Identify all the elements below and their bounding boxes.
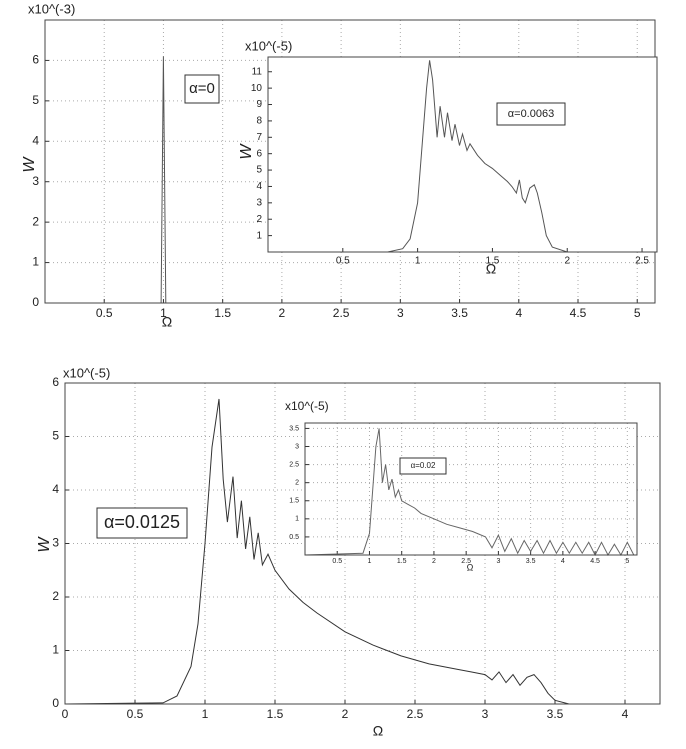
- annotation-box: [399, 457, 447, 475]
- y-tick-label: 1: [295, 516, 299, 523]
- y-tick-label: 11: [252, 66, 263, 77]
- y-tick-label: 0: [32, 295, 39, 309]
- x-tick-label: 1: [368, 558, 372, 565]
- y-tick-label: 1: [52, 643, 59, 657]
- x-tick-label: 5: [625, 558, 629, 565]
- x-tick-label: 4: [515, 306, 522, 320]
- x-tick-label: 2: [279, 306, 286, 320]
- y-tick-label: 6: [256, 148, 262, 159]
- x-tick-label: 0.5: [332, 558, 342, 565]
- x-tick-label: 0.5: [127, 707, 144, 721]
- x-tick-label: 3: [482, 707, 489, 721]
- y-tick-label: 2.5: [289, 461, 299, 468]
- plot-area: [268, 57, 657, 252]
- y-tick-label: 1: [32, 255, 39, 269]
- annotation: α=0.02: [411, 461, 436, 470]
- annotation: α=0.0063: [508, 108, 554, 120]
- x-tick-label: 3: [397, 306, 404, 320]
- annotation-box: [184, 74, 220, 104]
- x-tick-label: 4: [622, 707, 629, 721]
- data-line: [304, 428, 635, 557]
- multiplier-label: x10^(-3): [28, 1, 75, 16]
- x-tick-label: 3.5: [547, 707, 564, 721]
- y-tick-label: 6: [52, 375, 59, 389]
- data-line: [268, 60, 657, 253]
- x-tick-label: 2.5: [461, 558, 471, 565]
- plot-frame: [64, 382, 661, 705]
- x-tick-label: 3.5: [451, 306, 468, 320]
- multiplier-label: x10^(-5): [245, 38, 292, 53]
- y-tick-label: 1: [256, 230, 262, 241]
- x-axis-label: Ω: [467, 562, 474, 572]
- y-axis-label: W: [36, 536, 53, 553]
- y-tick-label: 4: [32, 133, 39, 147]
- x-tick-label: 3: [496, 558, 500, 565]
- annotation: α=0.0125: [104, 512, 180, 532]
- x-tick-label: 0.5: [96, 306, 113, 320]
- y-tick-label: 3: [295, 443, 299, 450]
- y-tick-label: 3: [256, 197, 262, 208]
- x-tick-label: 2: [342, 707, 349, 721]
- data-line: [64, 398, 604, 705]
- multiplier-label: x10^(-5): [285, 399, 329, 413]
- multiplier-label: x10^(-5): [63, 365, 110, 380]
- plot-area: [305, 423, 637, 555]
- y-tick-label: 6: [32, 53, 39, 67]
- plot-frame: [267, 56, 658, 253]
- x-tick-label: 1.5: [485, 256, 499, 267]
- y-tick-label: 3: [32, 174, 39, 188]
- y-tick-label: 3: [52, 536, 59, 550]
- x-tick-label: 5: [634, 306, 641, 320]
- annotation-box: [96, 507, 188, 539]
- x-tick-label: 4.5: [590, 558, 600, 565]
- y-tick-label: 9: [256, 99, 262, 110]
- x-tick-label: 0: [62, 707, 69, 721]
- x-tick-label: 4: [561, 558, 565, 565]
- x-tick-label: 2: [432, 558, 436, 565]
- y-axis-label: W: [21, 156, 38, 173]
- y-tick-label: 7: [256, 132, 262, 143]
- x-tick-label: 3.5: [526, 558, 536, 565]
- x-tick-label: 1.5: [397, 558, 407, 565]
- y-tick-label: 8: [256, 116, 262, 127]
- annotation: α=0: [189, 80, 215, 97]
- annotation-box: [496, 102, 566, 126]
- y-axis-label: W: [238, 143, 255, 160]
- y-tick-label: 10: [251, 83, 263, 94]
- y-tick-label: 4: [52, 482, 59, 496]
- y-tick-label: 2: [256, 214, 262, 225]
- x-tick-label: 1: [160, 306, 167, 320]
- y-tick-label: 5: [52, 429, 59, 443]
- y-tick-label: 4: [256, 181, 262, 192]
- x-axis-label: Ω: [486, 261, 496, 277]
- x-tick-label: 0.5: [336, 256, 350, 267]
- y-tick-label: 2: [295, 480, 299, 487]
- y-tick-label: 5: [256, 165, 262, 176]
- y-tick-label: 5: [32, 93, 39, 107]
- x-tick-label: 2.5: [407, 707, 424, 721]
- plot-frame: [304, 422, 638, 556]
- x-tick-label: 4.5: [570, 306, 587, 320]
- x-tick-label: 1: [415, 256, 421, 267]
- y-tick-label: 0: [52, 696, 59, 710]
- x-tick-label: 2.5: [333, 306, 350, 320]
- x-tick-label: 1: [202, 707, 209, 721]
- y-tick-label: 3.5: [289, 425, 299, 432]
- x-tick-label: 2: [564, 256, 570, 267]
- y-tick-label: 2: [52, 589, 59, 603]
- x-tick-label: 2.5: [635, 256, 649, 267]
- y-tick-label: 2: [32, 214, 39, 228]
- y-tick-label: 1.5: [289, 498, 299, 505]
- y-tick-label: 0.5: [289, 534, 299, 541]
- x-axis-label: Ω: [162, 314, 172, 330]
- x-tick-label: 1.5: [214, 306, 231, 320]
- x-axis-label: Ω: [373, 723, 383, 739]
- x-tick-label: 1.5: [267, 707, 284, 721]
